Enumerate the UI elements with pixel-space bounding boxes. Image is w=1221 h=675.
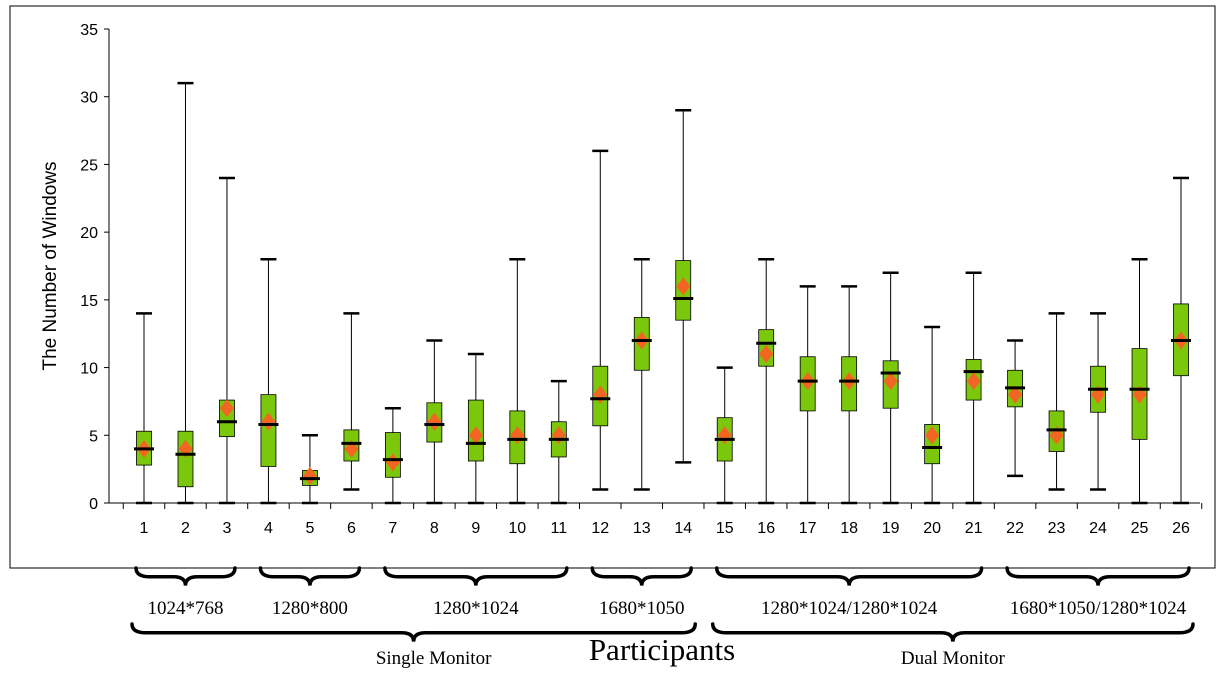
brace-resolution xyxy=(383,566,569,586)
mean-marker xyxy=(925,426,940,445)
box-4 xyxy=(258,257,279,505)
box-12 xyxy=(590,149,611,491)
resolution-group-label: 1280*1024/1280*1024 xyxy=(761,598,938,619)
box-22 xyxy=(1005,339,1026,478)
brace-monitor xyxy=(710,622,1195,642)
x-tick-label: 23 xyxy=(1048,520,1066,537)
mean-marker xyxy=(427,412,442,431)
x-axis-title: Participants xyxy=(589,632,735,667)
x-tick-label: 24 xyxy=(1089,520,1107,537)
box-10 xyxy=(507,257,528,505)
mean-marker xyxy=(883,372,898,391)
resolution-group-label: 1280*800 xyxy=(272,598,348,619)
x-tick-label: 6 xyxy=(347,520,356,537)
monitor-group-label: Single Monitor xyxy=(376,648,492,669)
box-21 xyxy=(963,271,984,505)
x-tick-label: 14 xyxy=(674,520,692,537)
x-tick-label: 13 xyxy=(633,520,651,537)
box-series xyxy=(134,81,1191,505)
box-19 xyxy=(880,271,901,505)
box-23 xyxy=(1046,312,1067,491)
box-16 xyxy=(756,257,777,505)
x-tick-label: 15 xyxy=(716,520,734,537)
y-tick-label: 0 xyxy=(89,496,98,513)
box-9 xyxy=(465,352,486,505)
x-tick-label: 19 xyxy=(882,520,900,537)
box-18 xyxy=(839,285,860,505)
resolution-group-label: 1024*768 xyxy=(147,598,223,619)
x-tick-label: 9 xyxy=(471,520,480,537)
brace-resolution xyxy=(590,566,693,586)
box-17 xyxy=(797,285,818,505)
box-13 xyxy=(631,257,652,491)
x-tick-label: 1 xyxy=(140,520,149,537)
x-tick-label: 7 xyxy=(388,520,397,537)
brace-monitor xyxy=(130,622,697,642)
box-6 xyxy=(341,312,362,491)
y-tick-label: 35 xyxy=(80,22,98,39)
box-25 xyxy=(1129,257,1150,505)
resolution-group-label: 1680*1050/1280*1024 xyxy=(1010,598,1187,619)
x-tick-label: 12 xyxy=(591,520,609,537)
mean-marker xyxy=(261,412,276,431)
box-7 xyxy=(382,406,403,505)
x-tick-label: 25 xyxy=(1131,520,1149,537)
x-tick-label: 18 xyxy=(840,520,858,537)
x-tick-label: 20 xyxy=(923,520,941,537)
box-1 xyxy=(134,312,154,505)
brace-resolution xyxy=(258,566,362,586)
x-tick-label: 26 xyxy=(1172,520,1190,537)
x-tick-label: 10 xyxy=(508,520,526,537)
box-3 xyxy=(216,176,237,505)
x-tick-label: 16 xyxy=(757,520,775,537)
y-tick-label: 15 xyxy=(80,293,98,310)
mean-marker xyxy=(468,426,483,445)
box-15 xyxy=(714,366,735,505)
y-tick-label: 25 xyxy=(80,157,98,174)
mean-marker xyxy=(219,399,234,418)
group-braces: 1024*768 1280*800 1280*1024 1680*1050 1280*1… xyxy=(130,566,1195,669)
mean-marker xyxy=(302,466,317,485)
resolution-group-label: 1280*1024 xyxy=(433,598,519,619)
y-axis-title: The Number of Windows xyxy=(40,161,61,370)
brace-resolution xyxy=(714,566,984,586)
x-tick-label: 11 xyxy=(550,520,567,537)
y-tick-label: 30 xyxy=(80,90,98,107)
mean-marker xyxy=(1008,385,1023,404)
mean-marker xyxy=(759,345,774,364)
mean-marker xyxy=(676,277,691,296)
brace-resolution xyxy=(134,566,237,586)
x-tick-label: 17 xyxy=(799,520,817,537)
plot-frame xyxy=(9,5,1216,569)
mean-marker xyxy=(966,372,981,391)
box-26 xyxy=(1171,176,1191,505)
x-tick-label: 2 xyxy=(181,520,190,537)
x-tick-label: 22 xyxy=(1006,520,1024,537)
x-tick-label: 3 xyxy=(223,520,232,537)
box-8 xyxy=(424,339,445,505)
y-tick-label: 20 xyxy=(80,225,98,242)
brace-resolution xyxy=(1005,566,1191,586)
box-14 xyxy=(673,109,694,464)
resolution-group-label: 1680*1050 xyxy=(599,598,685,619)
box-20 xyxy=(922,325,943,505)
x-tick-label: 5 xyxy=(305,520,314,537)
iqr-box xyxy=(177,430,194,488)
y-tick-label: 5 xyxy=(89,428,98,445)
box-5 xyxy=(299,434,320,505)
x-tick-label: 8 xyxy=(430,520,439,537)
box-2 xyxy=(175,81,196,505)
x-tick-label: 21 xyxy=(965,520,983,537)
x-tick-label: 4 xyxy=(264,520,273,537)
monitor-group-label: Dual Monitor xyxy=(901,648,1006,669)
box-11 xyxy=(548,379,569,505)
mean-marker xyxy=(385,453,400,472)
box-24 xyxy=(1088,312,1109,491)
y-tick-label: 10 xyxy=(80,361,98,378)
